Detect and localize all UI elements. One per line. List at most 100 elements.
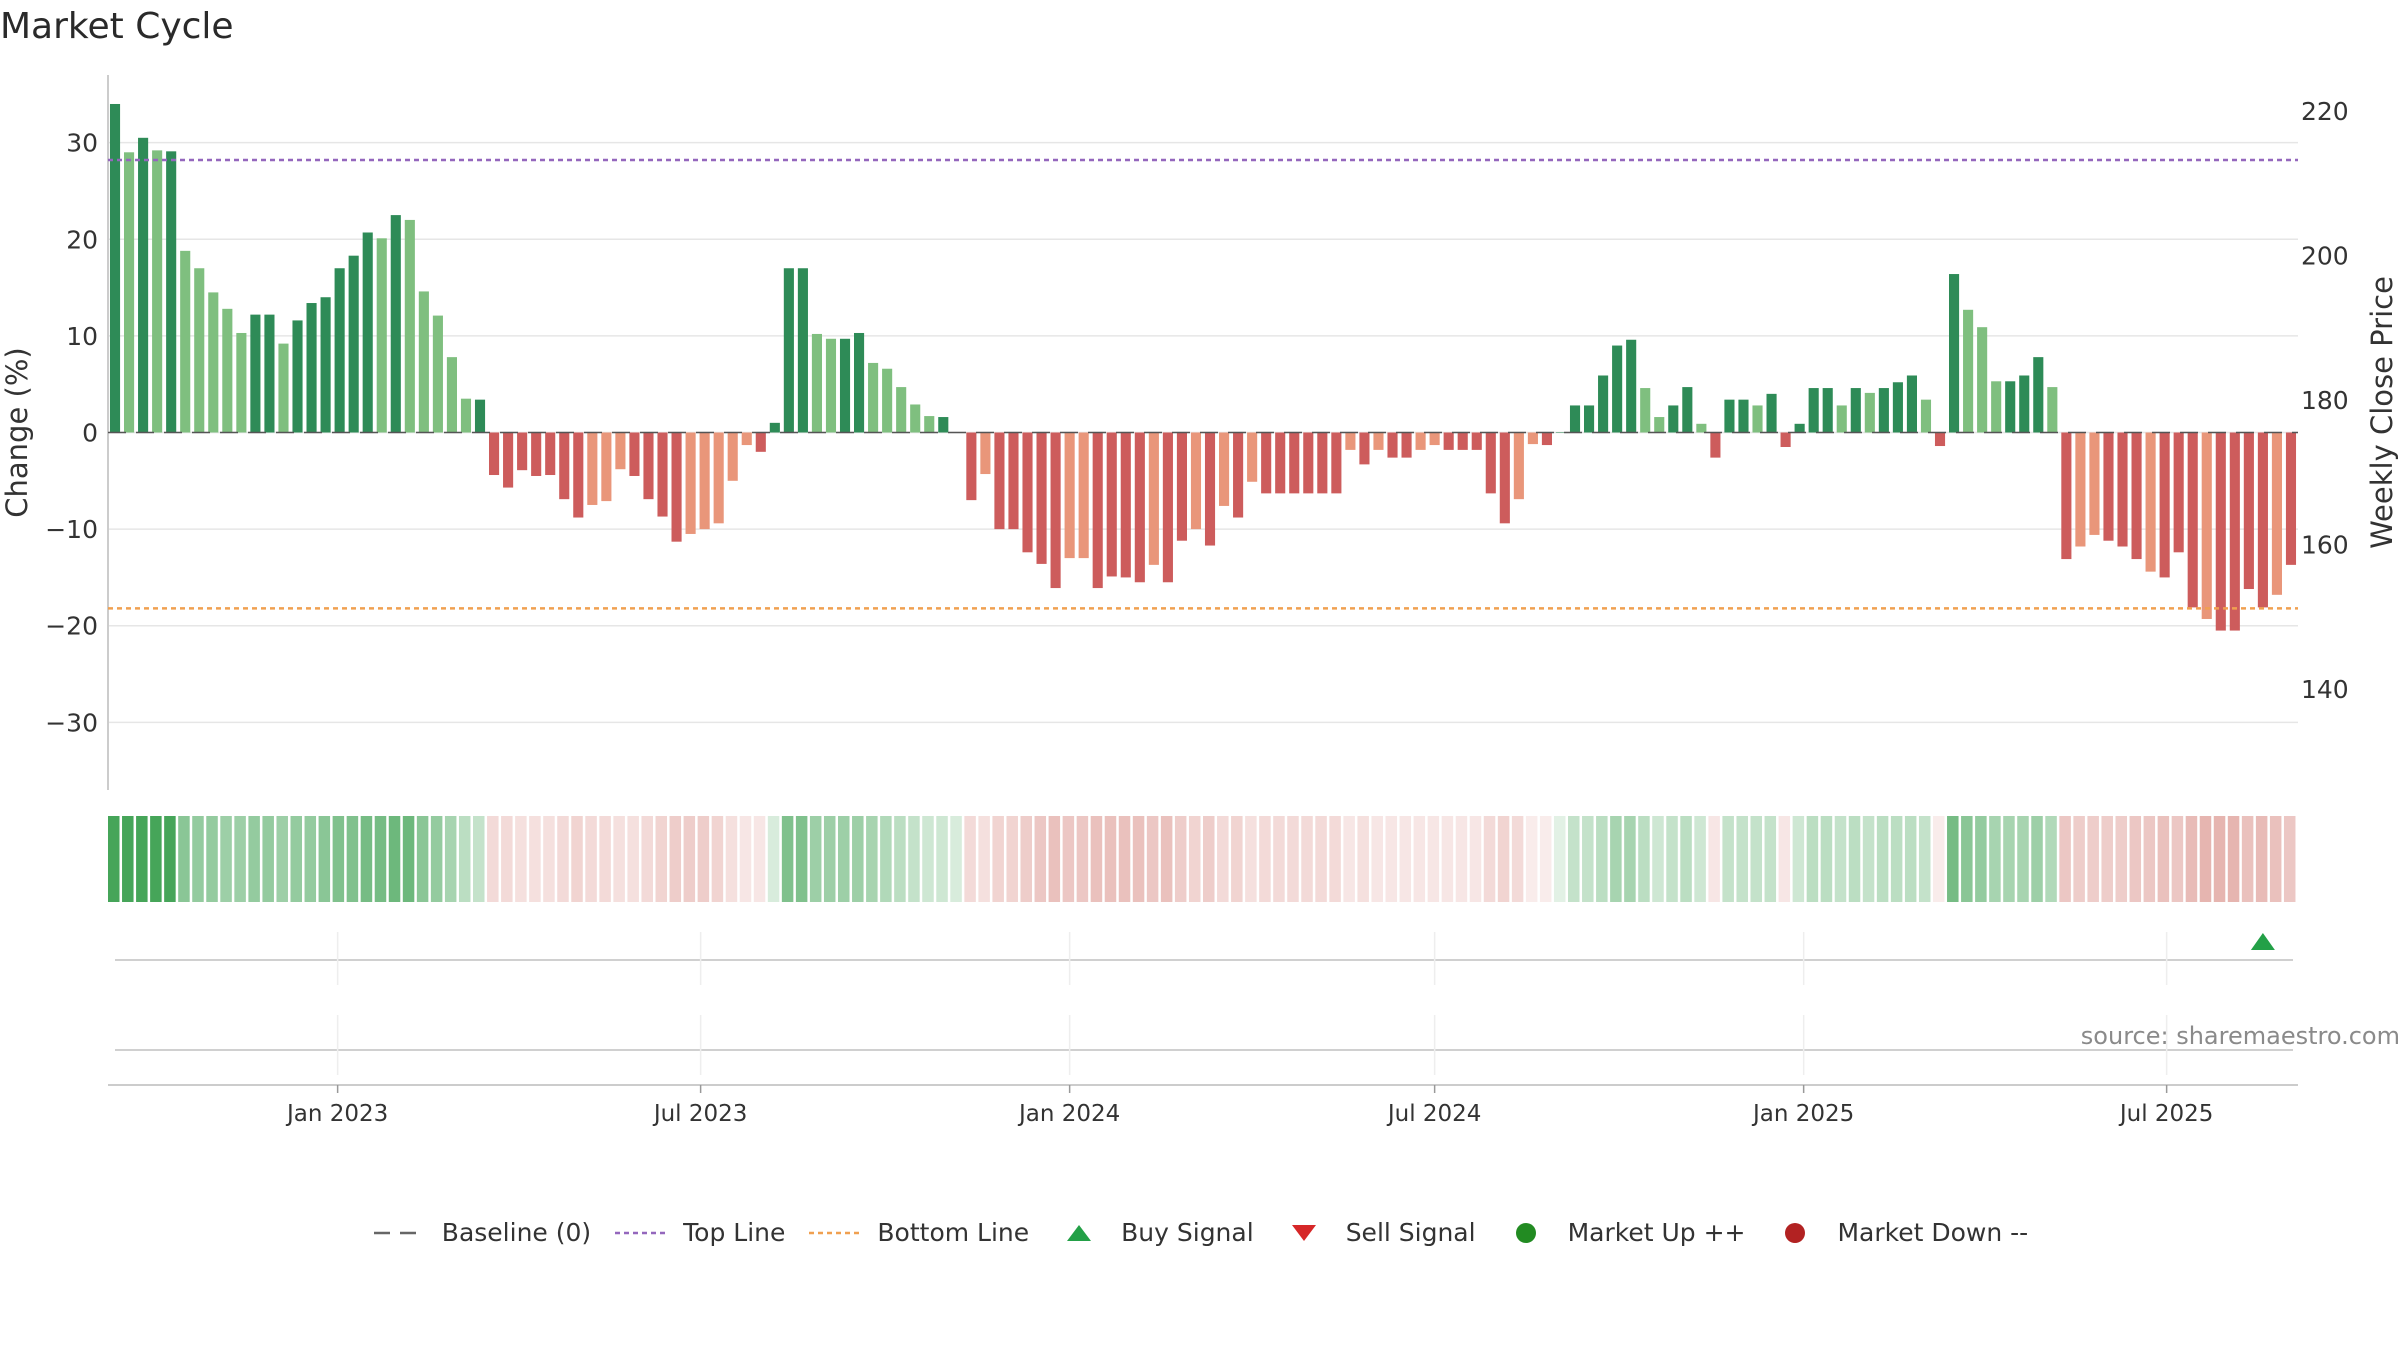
- bar: [797, 268, 808, 433]
- band-cell: [1483, 816, 1496, 902]
- bar: [2117, 432, 2128, 547]
- bar: [1148, 432, 1159, 565]
- bar: [250, 314, 261, 433]
- bar: [1598, 375, 1609, 433]
- bar: [882, 368, 893, 433]
- bar: [924, 416, 935, 433]
- bar: [1569, 405, 1581, 433]
- band-cell: [1750, 816, 1763, 902]
- band-cell: [346, 816, 359, 902]
- bar: [1415, 432, 1426, 450]
- bar: [657, 432, 668, 517]
- bar: [1710, 432, 1721, 458]
- band-cell: [1975, 816, 1987, 902]
- band-cell: [599, 816, 611, 902]
- x-tick-label: Jan 2025: [1751, 1101, 1854, 1127]
- y2-tick-label: 200: [2301, 242, 2349, 271]
- band-cell: [950, 816, 962, 902]
- bar: [446, 357, 457, 433]
- bar: [1696, 423, 1707, 433]
- bar: [1036, 432, 1047, 564]
- bar: [1471, 432, 1482, 450]
- band-cell: [164, 816, 176, 902]
- band-cell: [1006, 816, 1018, 902]
- bar: [503, 432, 514, 488]
- bar: [1878, 388, 1889, 433]
- band-cell: [501, 816, 513, 902]
- bar: [910, 404, 921, 433]
- bar: [755, 432, 766, 452]
- band-cell: [529, 816, 541, 902]
- legend-swatch-sell: [1291, 1224, 1316, 1241]
- bar: [1485, 432, 1496, 494]
- band-cell: [1034, 816, 1047, 902]
- bar: [1850, 388, 1861, 433]
- bar: [2271, 432, 2282, 595]
- bar: [1584, 405, 1595, 433]
- bar: [966, 432, 977, 501]
- x-tick-label: Jan 2023: [285, 1101, 388, 1127]
- buy-signal-marker: [2250, 933, 2275, 950]
- bar: [1682, 387, 1693, 433]
- legend-item-up: Market Up ++: [1498, 1218, 1745, 1247]
- band-cell: [922, 816, 934, 902]
- band-cell: [1399, 816, 1412, 902]
- bar: [264, 314, 275, 433]
- band-cell: [1132, 816, 1145, 902]
- bar: [517, 432, 528, 471]
- y2-tick-label: 160: [2301, 530, 2349, 559]
- band-cell: [571, 816, 583, 902]
- band-cell: [1357, 816, 1369, 902]
- band-cell: [332, 816, 345, 902]
- band-cell: [1848, 816, 1861, 902]
- legend-swatch-down: [1785, 1222, 1806, 1243]
- bar: [1387, 432, 1398, 458]
- bar: [1443, 432, 1454, 450]
- bar: [1864, 392, 1875, 433]
- band-cell: [1904, 816, 1917, 902]
- bar: [2159, 432, 2170, 578]
- band-cell: [1694, 816, 1706, 902]
- band-cell: [838, 816, 850, 902]
- bar: [390, 215, 401, 433]
- bar: [896, 387, 907, 433]
- bar: [1457, 432, 1468, 450]
- bar: [1991, 381, 2002, 433]
- bar: [2215, 432, 2226, 631]
- band-cell: [1217, 816, 1229, 902]
- legend-swatch-buy: [1067, 1224, 1092, 1241]
- band-cell: [444, 816, 457, 902]
- x-tick-label: Jul 2024: [1386, 1101, 1482, 1127]
- bar: [1949, 274, 1960, 433]
- bar: [1359, 432, 1370, 465]
- bar: [1977, 327, 1988, 433]
- band-cell: [2283, 816, 2296, 902]
- band-cell: [248, 816, 260, 902]
- band-cell: [711, 816, 724, 902]
- bar: [2285, 432, 2297, 565]
- legend-item-down: Market Down --: [1767, 1218, 2028, 1247]
- band-cell: [1792, 816, 1805, 902]
- band-cell: [1343, 816, 1355, 902]
- band-cell: [1385, 816, 1398, 902]
- band-cell: [1301, 816, 1313, 902]
- band-cell: [739, 816, 752, 902]
- y-tick-label: 10: [66, 322, 98, 351]
- band-cell: [1020, 816, 1033, 902]
- bar: [713, 432, 724, 524]
- legend-item-sell: Sell Signal: [1276, 1218, 1476, 1247]
- band-cell: [416, 816, 429, 902]
- bar: [1345, 432, 1356, 450]
- band-cell: [767, 816, 780, 902]
- band-cell: [1764, 816, 1777, 902]
- bar: [2173, 432, 2184, 553]
- band-cell: [374, 816, 387, 902]
- band-cell: [557, 816, 569, 902]
- band-cell: [487, 816, 499, 902]
- bar: [1429, 432, 1440, 446]
- band-cell: [1455, 816, 1468, 902]
- bar: [1275, 432, 1286, 494]
- band-cell: [262, 816, 274, 902]
- bar: [1780, 432, 1791, 447]
